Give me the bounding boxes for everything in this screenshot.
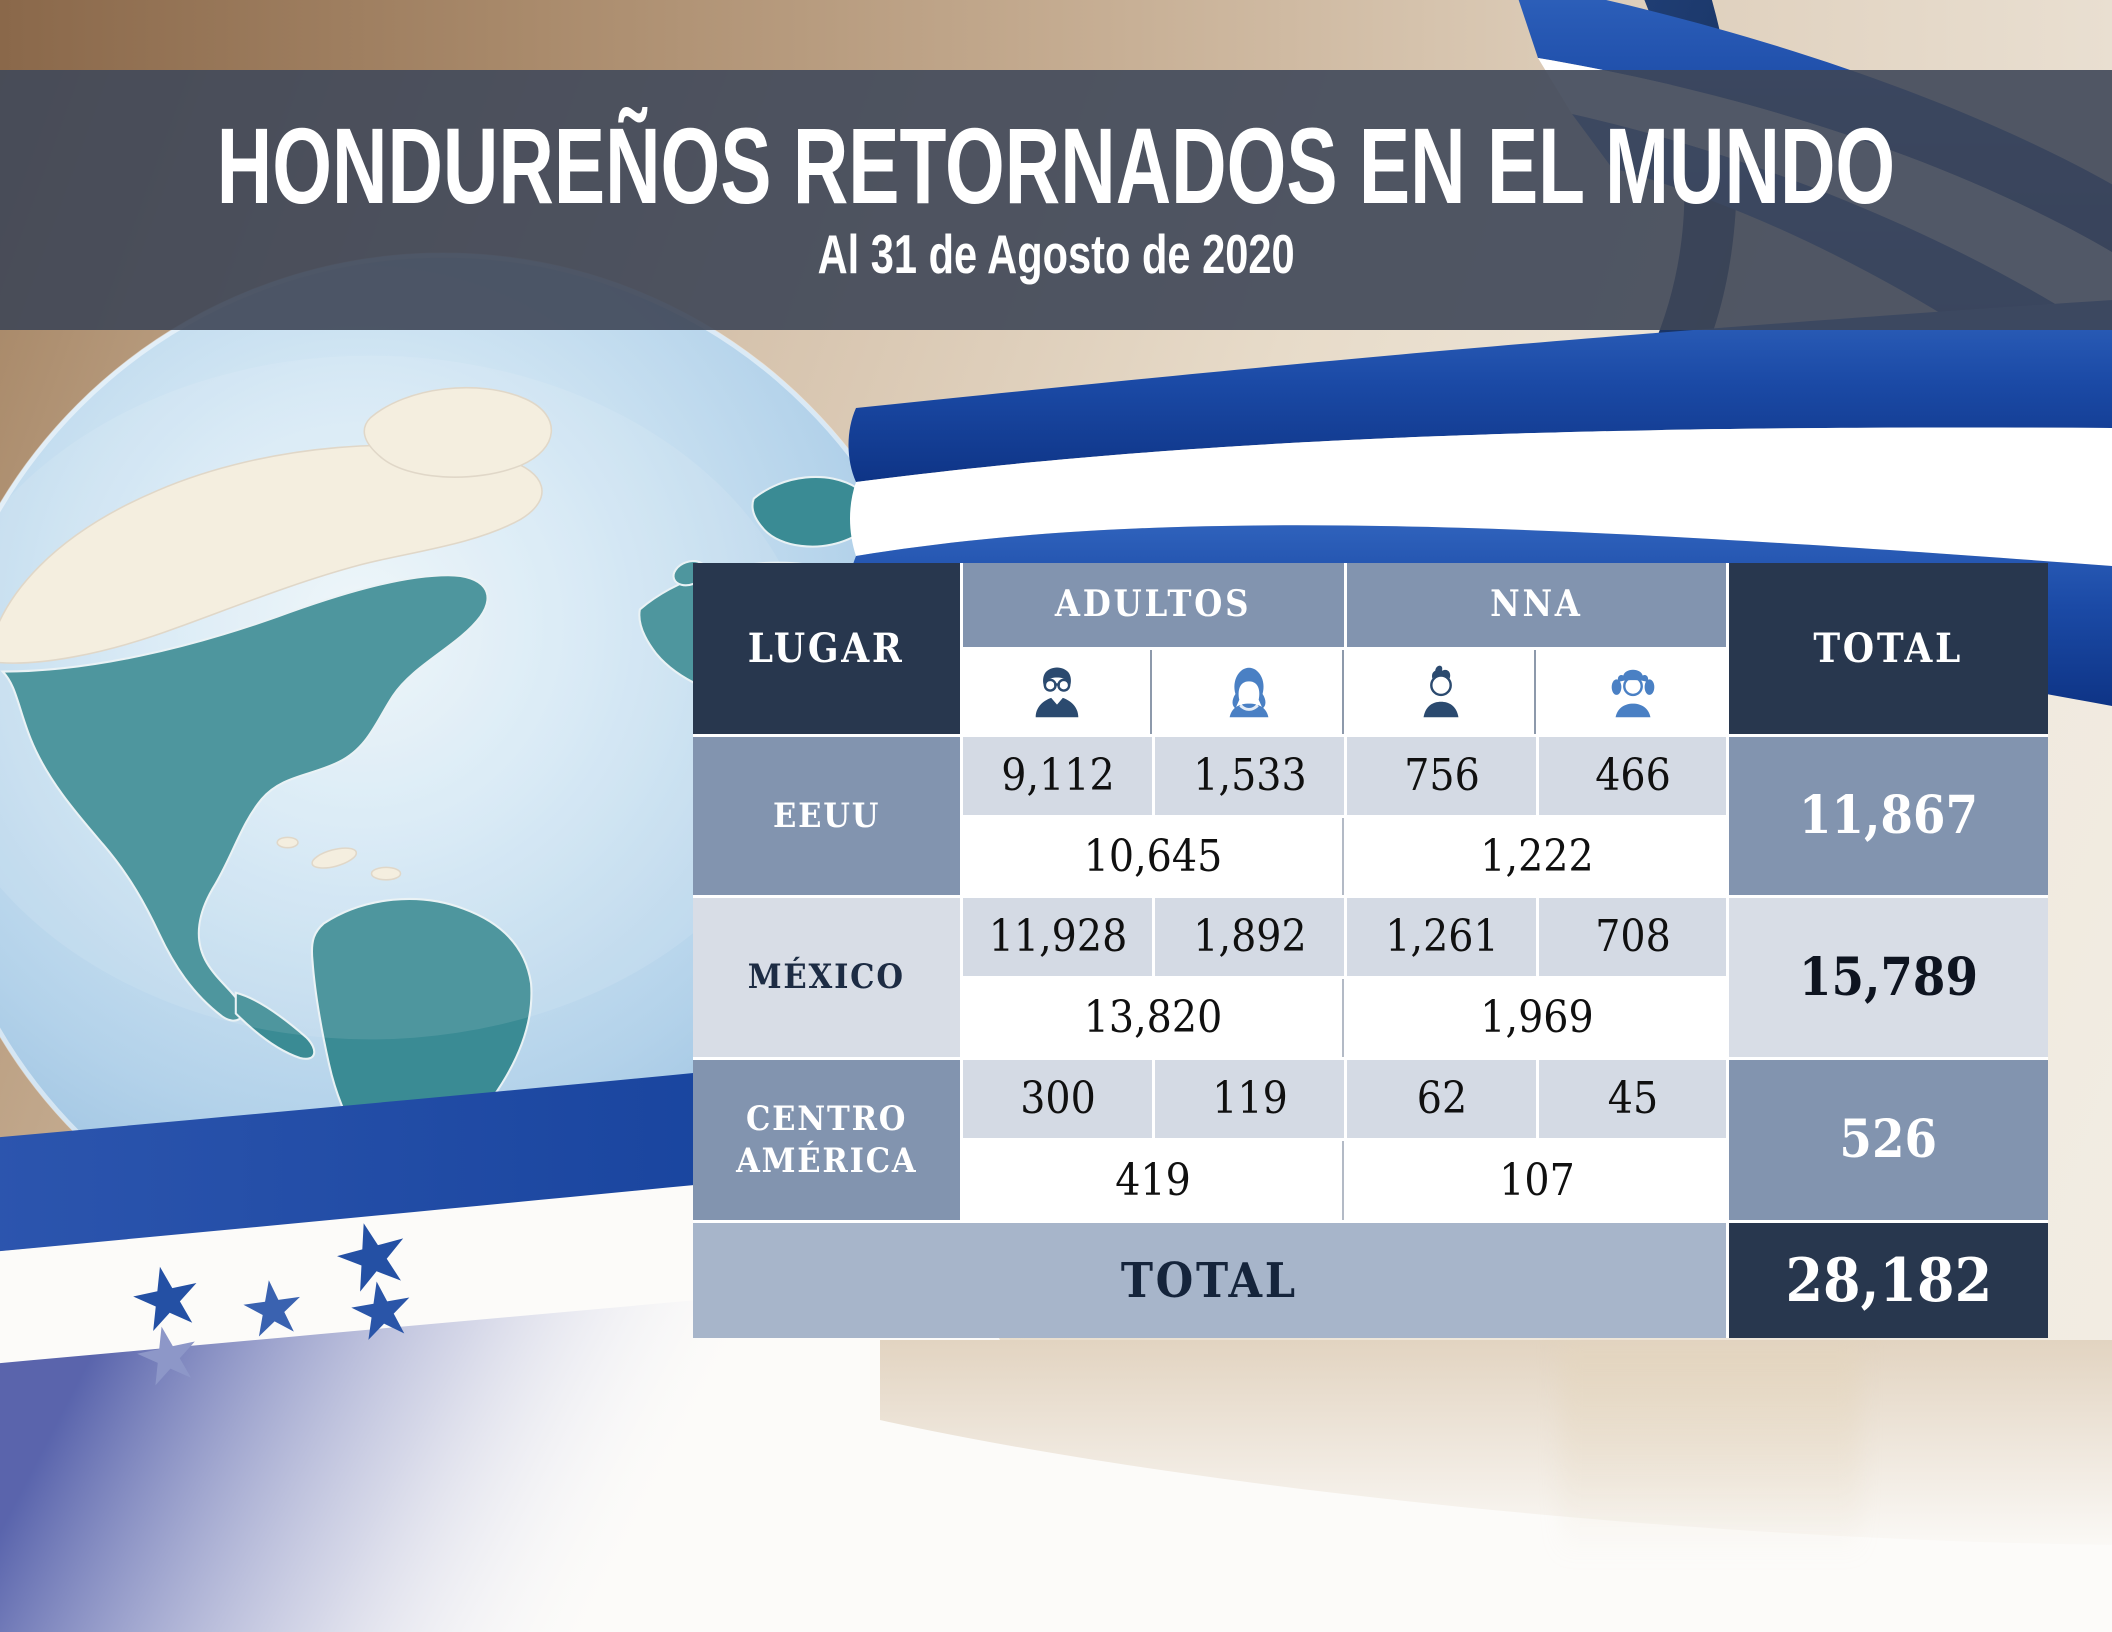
centroamerica-nna-subtotal: 107 xyxy=(1347,1141,1726,1220)
mexico-nna-male: 1,261 xyxy=(1347,898,1536,976)
eeuu-total: 11,867 xyxy=(1729,737,2048,895)
eeuu-adult-subtotal: 10,645 xyxy=(963,818,1344,895)
mexico-adult-female: 1,892 xyxy=(1155,898,1344,976)
centroamerica-nna-male: 62 xyxy=(1347,1060,1536,1138)
adult-male-icon xyxy=(963,650,1152,734)
star-icon xyxy=(132,1320,203,1388)
mexico-adult-subtotal: 13,820 xyxy=(963,979,1344,1057)
centroamerica-nna-female: 45 xyxy=(1539,1060,1726,1138)
page-title: HONDUREÑOS RETORNADOS EN EL MUNDO xyxy=(216,106,1896,227)
page-subtitle: Al 31 de Agosto de 2020 xyxy=(817,224,1295,286)
land-canada xyxy=(0,444,543,664)
under-table-haze xyxy=(880,1340,2112,1545)
top-brown-strip xyxy=(0,0,2112,70)
header-lugar: LUGAR xyxy=(693,563,960,734)
land-north-america xyxy=(0,574,489,1022)
centroamerica-adult-male: 300 xyxy=(963,1060,1152,1138)
row-label-mexico: MÉXICO xyxy=(693,898,960,1057)
girl-icon xyxy=(1539,650,1726,734)
header-adultos: ADULTOS xyxy=(963,563,1344,647)
land-central-america xyxy=(234,991,316,1060)
centroamerica-adult-subtotal: 419 xyxy=(963,1141,1344,1220)
header-nna: NNA xyxy=(1347,563,1726,647)
mexico-nna-female: 708 xyxy=(1539,898,1726,976)
eeuu-adult-female: 1,533 xyxy=(1155,737,1344,815)
eeuu-adult-male: 9,112 xyxy=(963,737,1152,815)
land-greenland xyxy=(363,386,553,478)
boy-icon xyxy=(1347,650,1536,734)
header-total: TOTAL xyxy=(1729,563,2048,734)
grand-total-value: 28,182 xyxy=(1729,1223,2048,1338)
footer-total-label: TOTAL xyxy=(693,1223,1726,1338)
eeuu-nna-female: 466 xyxy=(1539,737,1726,815)
returnees-table: LUGAR ADULTOS NNA TOTAL xyxy=(693,563,2048,1338)
land-caribbean xyxy=(311,847,358,869)
mexico-nna-subtotal: 1,969 xyxy=(1347,979,1726,1057)
eeuu-nna-male: 756 xyxy=(1347,737,1536,815)
table-reflection xyxy=(1560,1345,1860,1560)
land-scandinavia xyxy=(751,476,874,548)
mexico-adult-male: 11,928 xyxy=(963,898,1152,976)
adult-female-icon xyxy=(1155,650,1344,734)
centroamerica-adult-female: 119 xyxy=(1155,1060,1344,1138)
title-band: HONDUREÑOS RETORNADOS EN EL MUNDO Al 31 … xyxy=(0,70,2112,330)
centroamerica-total: 526 xyxy=(1729,1060,2048,1220)
mexico-total: 15,789 xyxy=(1729,898,2048,1057)
row-label-eeuu: EEUU xyxy=(693,737,960,895)
eeuu-nna-subtotal: 1,222 xyxy=(1347,818,1726,895)
row-label-centroamerica: CENTRO AMÉRICA xyxy=(693,1060,960,1220)
